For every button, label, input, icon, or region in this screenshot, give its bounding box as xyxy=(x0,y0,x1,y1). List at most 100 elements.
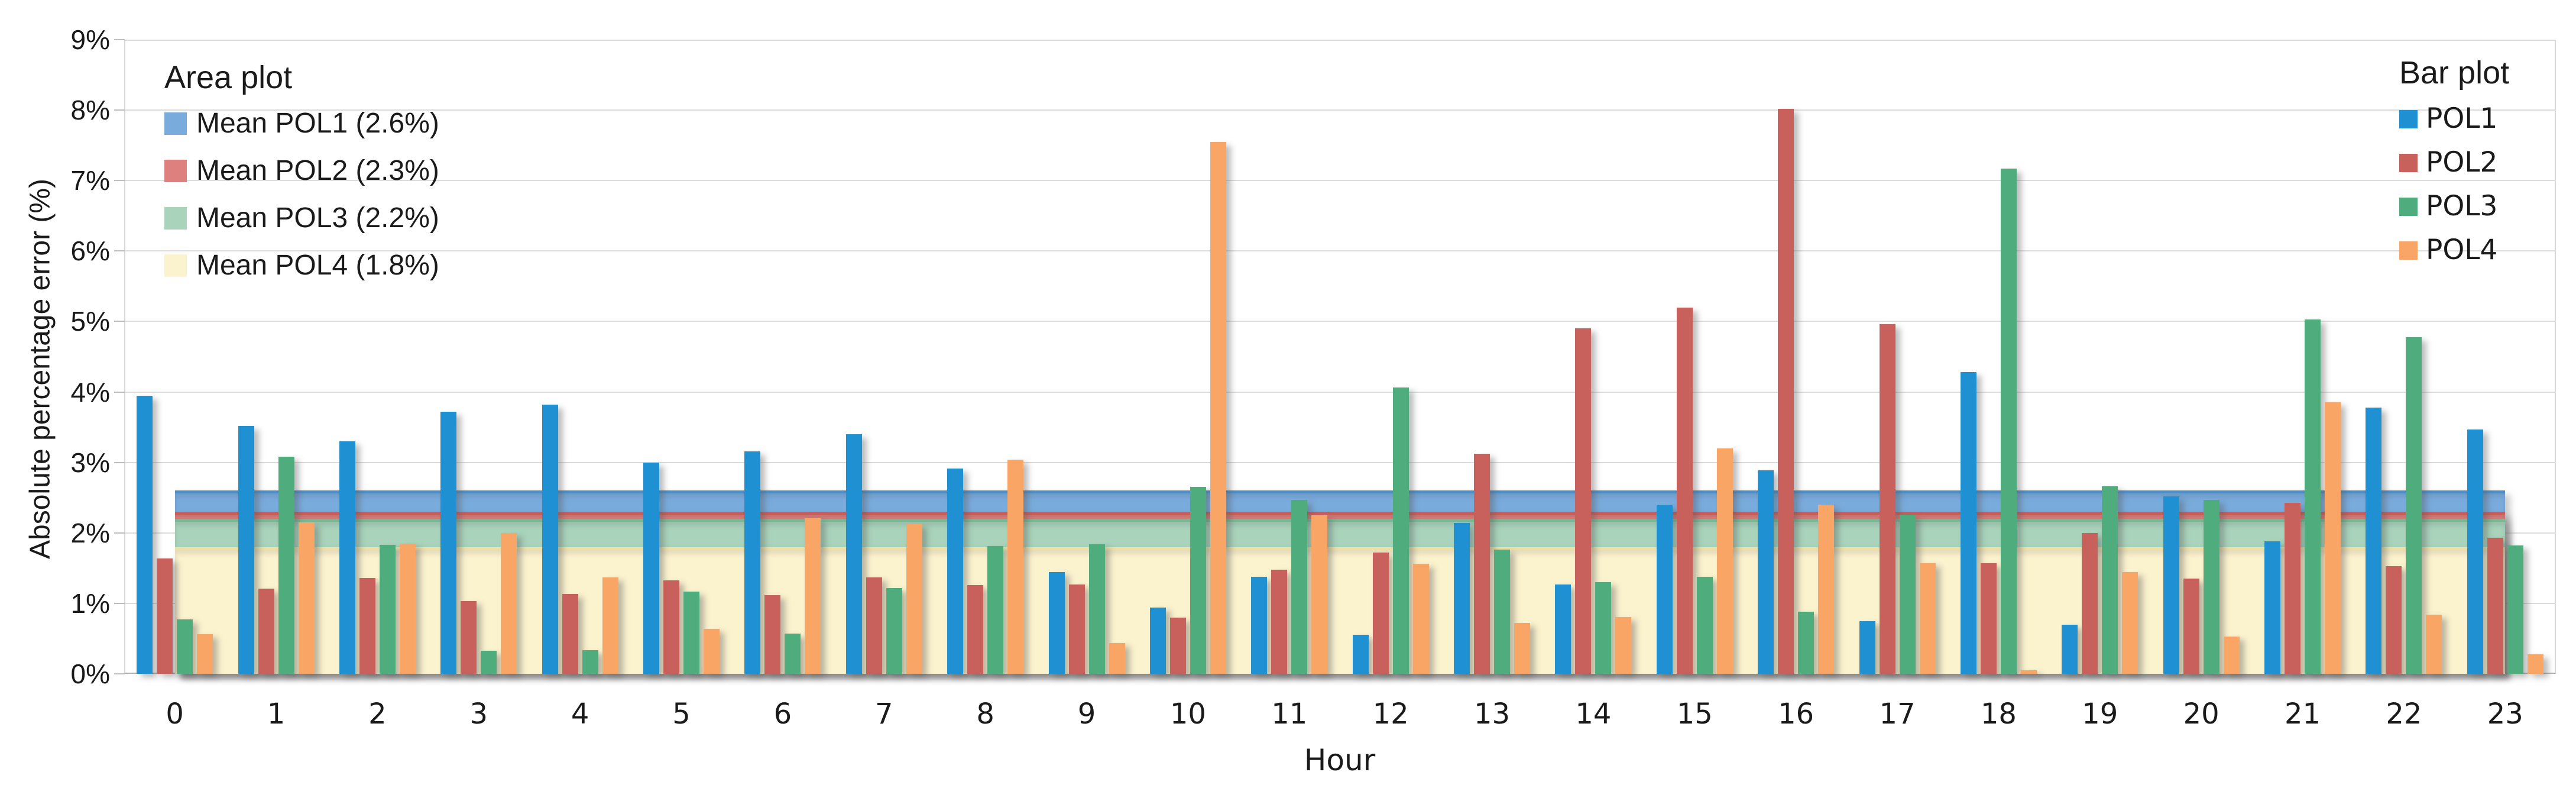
bar-legend-swatch-icon-4 xyxy=(2399,241,2418,260)
bar-pol1-hour-22 xyxy=(2366,407,2382,674)
bar-pol2-hour-2 xyxy=(359,578,375,674)
bar-pol2-hour-11 xyxy=(1271,569,1288,674)
bar-pol3-hour-6 xyxy=(785,634,801,674)
bar-pol4-hour-16 xyxy=(1818,505,1835,674)
bar-pol3-hour-11 xyxy=(1291,499,1308,674)
y-tick-label-1pct: 1% xyxy=(70,587,110,619)
bar-legend-swatch-icon-3 xyxy=(2399,197,2418,216)
bar-pol3-hour-9 xyxy=(1088,544,1105,674)
bar-pol2-hour-5 xyxy=(663,580,680,674)
bar-pol1-hour-14 xyxy=(1555,584,1571,674)
bar-legend-title: Bar plot xyxy=(2399,55,2510,91)
bar-pol3-hour-0 xyxy=(177,619,193,674)
area-legend-item-1: Mean POL1 (2.6%) xyxy=(164,109,439,138)
bar-pol4-hour-17 xyxy=(1919,563,1936,674)
bar-pol2-hour-20 xyxy=(2183,579,2199,674)
y-tick-6pct xyxy=(114,250,125,252)
bar-pol4-hour-7 xyxy=(906,524,922,674)
bar-pol1-hour-1 xyxy=(238,425,254,674)
bar-pol1-hour-5 xyxy=(643,462,660,674)
bar-pol2-hour-13 xyxy=(1474,454,1490,674)
bar-pol3-hour-17 xyxy=(1899,514,1916,674)
bar-pol2-hour-12 xyxy=(1372,553,1389,674)
x-tick-label-hour-17: 17 xyxy=(1879,697,1916,731)
y-tick-label-8pct: 8% xyxy=(70,95,110,126)
y-tick-label-3pct: 3% xyxy=(70,447,110,478)
y-tick-7pct xyxy=(114,180,125,182)
area-legend-swatch-icon-3 xyxy=(164,207,187,230)
bar-pol1-hour-8 xyxy=(947,469,964,674)
bar-pol4-hour-11 xyxy=(1311,515,1328,674)
bar-pol2-hour-16 xyxy=(1778,108,1794,674)
bar-pol3-hour-23 xyxy=(2507,545,2523,674)
x-axis-title: Hour xyxy=(1304,743,1376,777)
bar-pol2-hour-3 xyxy=(461,601,477,674)
y-tick-0pct xyxy=(114,673,125,674)
bar-legend-label-4: POL4 xyxy=(2426,234,2498,266)
x-tick-label-hour-11: 11 xyxy=(1271,697,1308,731)
gridline-8pct xyxy=(124,109,2556,111)
bar-pol2-hour-19 xyxy=(2082,532,2098,674)
bar-pol1-hour-7 xyxy=(845,434,862,674)
bar-pol4-hour-12 xyxy=(1412,564,1429,674)
bar-legend-label-1: POL1 xyxy=(2426,102,2498,135)
bar-pol1-hour-21 xyxy=(2264,541,2281,674)
x-tick-label-hour-16: 16 xyxy=(1778,697,1814,731)
bar-pol2-hour-9 xyxy=(1068,584,1085,674)
x-tick-label-hour-6: 6 xyxy=(773,697,792,731)
y-tick-label-6pct: 6% xyxy=(70,235,110,267)
bar-pol3-hour-3 xyxy=(481,650,497,674)
x-tick-label-hour-19: 19 xyxy=(2082,697,2118,731)
y-tick-8pct xyxy=(114,109,125,111)
bar-pol2-hour-0 xyxy=(157,558,173,674)
bar-pol1-hour-6 xyxy=(744,451,761,674)
bar-pol1-hour-11 xyxy=(1251,576,1268,674)
bar-pol4-hour-15 xyxy=(1716,448,1733,674)
y-tick-2pct xyxy=(114,532,125,534)
bar-pol4-hour-4 xyxy=(602,577,618,674)
x-tick-label-hour-8: 8 xyxy=(976,697,994,731)
x-tick-label-hour-0: 0 xyxy=(166,697,184,731)
bar-pol2-hour-21 xyxy=(2285,502,2301,674)
bar-legend-item-3: POL3 xyxy=(2399,192,2509,221)
bar-pol3-hour-10 xyxy=(1190,487,1206,674)
bar-pol3-hour-13 xyxy=(1494,550,1511,674)
bar-pol1-hour-23 xyxy=(2467,429,2483,674)
bar-pol2-hour-1 xyxy=(258,588,274,674)
y-tick-9pct xyxy=(114,39,125,40)
bar-pol2-hour-6 xyxy=(764,595,781,674)
bar-legend-item-1: POL1 xyxy=(2399,104,2509,134)
bar-pol4-hour-8 xyxy=(1007,459,1024,674)
bar-pol1-hour-20 xyxy=(2163,496,2179,674)
bar-pol4-hour-23 xyxy=(2527,654,2543,674)
gridline-6pct xyxy=(124,250,2556,252)
x-tick-label-hour-14: 14 xyxy=(1575,697,1612,731)
bar-pol3-hour-1 xyxy=(278,457,294,674)
bar-legend-item-4: POL4 xyxy=(2399,235,2509,265)
bar-pol3-hour-12 xyxy=(1392,387,1409,674)
bar-pol1-hour-17 xyxy=(1859,621,1875,674)
x-tick-label-hour-13: 13 xyxy=(1474,697,1511,731)
bar-pol3-hour-20 xyxy=(2203,499,2219,674)
bar-pol3-hour-2 xyxy=(379,545,396,674)
bar-pol4-hour-2 xyxy=(399,543,416,674)
bar-pol4-hour-10 xyxy=(1210,141,1226,674)
bar-legend-label-2: POL2 xyxy=(2426,146,2498,179)
area-legend-items: Mean POL1 (2.6%) Mean POL2 (2.3%) Mean POL… xyxy=(164,109,439,280)
area-legend-label-1: Mean POL1 (2.6%) xyxy=(196,108,439,139)
area-legend-swatch-icon-1 xyxy=(164,112,187,135)
bar-pol2-hour-17 xyxy=(1879,324,1895,674)
area-legend-label-4: Mean POL4 (1.8%) xyxy=(196,250,439,281)
gridline-5pct xyxy=(124,321,2556,322)
bar-pol2-hour-22 xyxy=(2386,566,2402,674)
x-tick-label-hour-20: 20 xyxy=(2183,697,2219,731)
bar-pol1-hour-12 xyxy=(1352,635,1369,674)
y-tick-label-4pct: 4% xyxy=(70,376,110,408)
area-legend-title: Area plot xyxy=(164,60,293,95)
x-tick-label-hour-1: 1 xyxy=(267,697,286,731)
bar-pol4-hour-9 xyxy=(1109,642,1125,674)
area-legend-item-2: Mean POL2 (2.3%) xyxy=(164,156,439,186)
bar-pol4-hour-21 xyxy=(2325,402,2341,674)
x-tick-label-hour-22: 22 xyxy=(2386,697,2422,731)
